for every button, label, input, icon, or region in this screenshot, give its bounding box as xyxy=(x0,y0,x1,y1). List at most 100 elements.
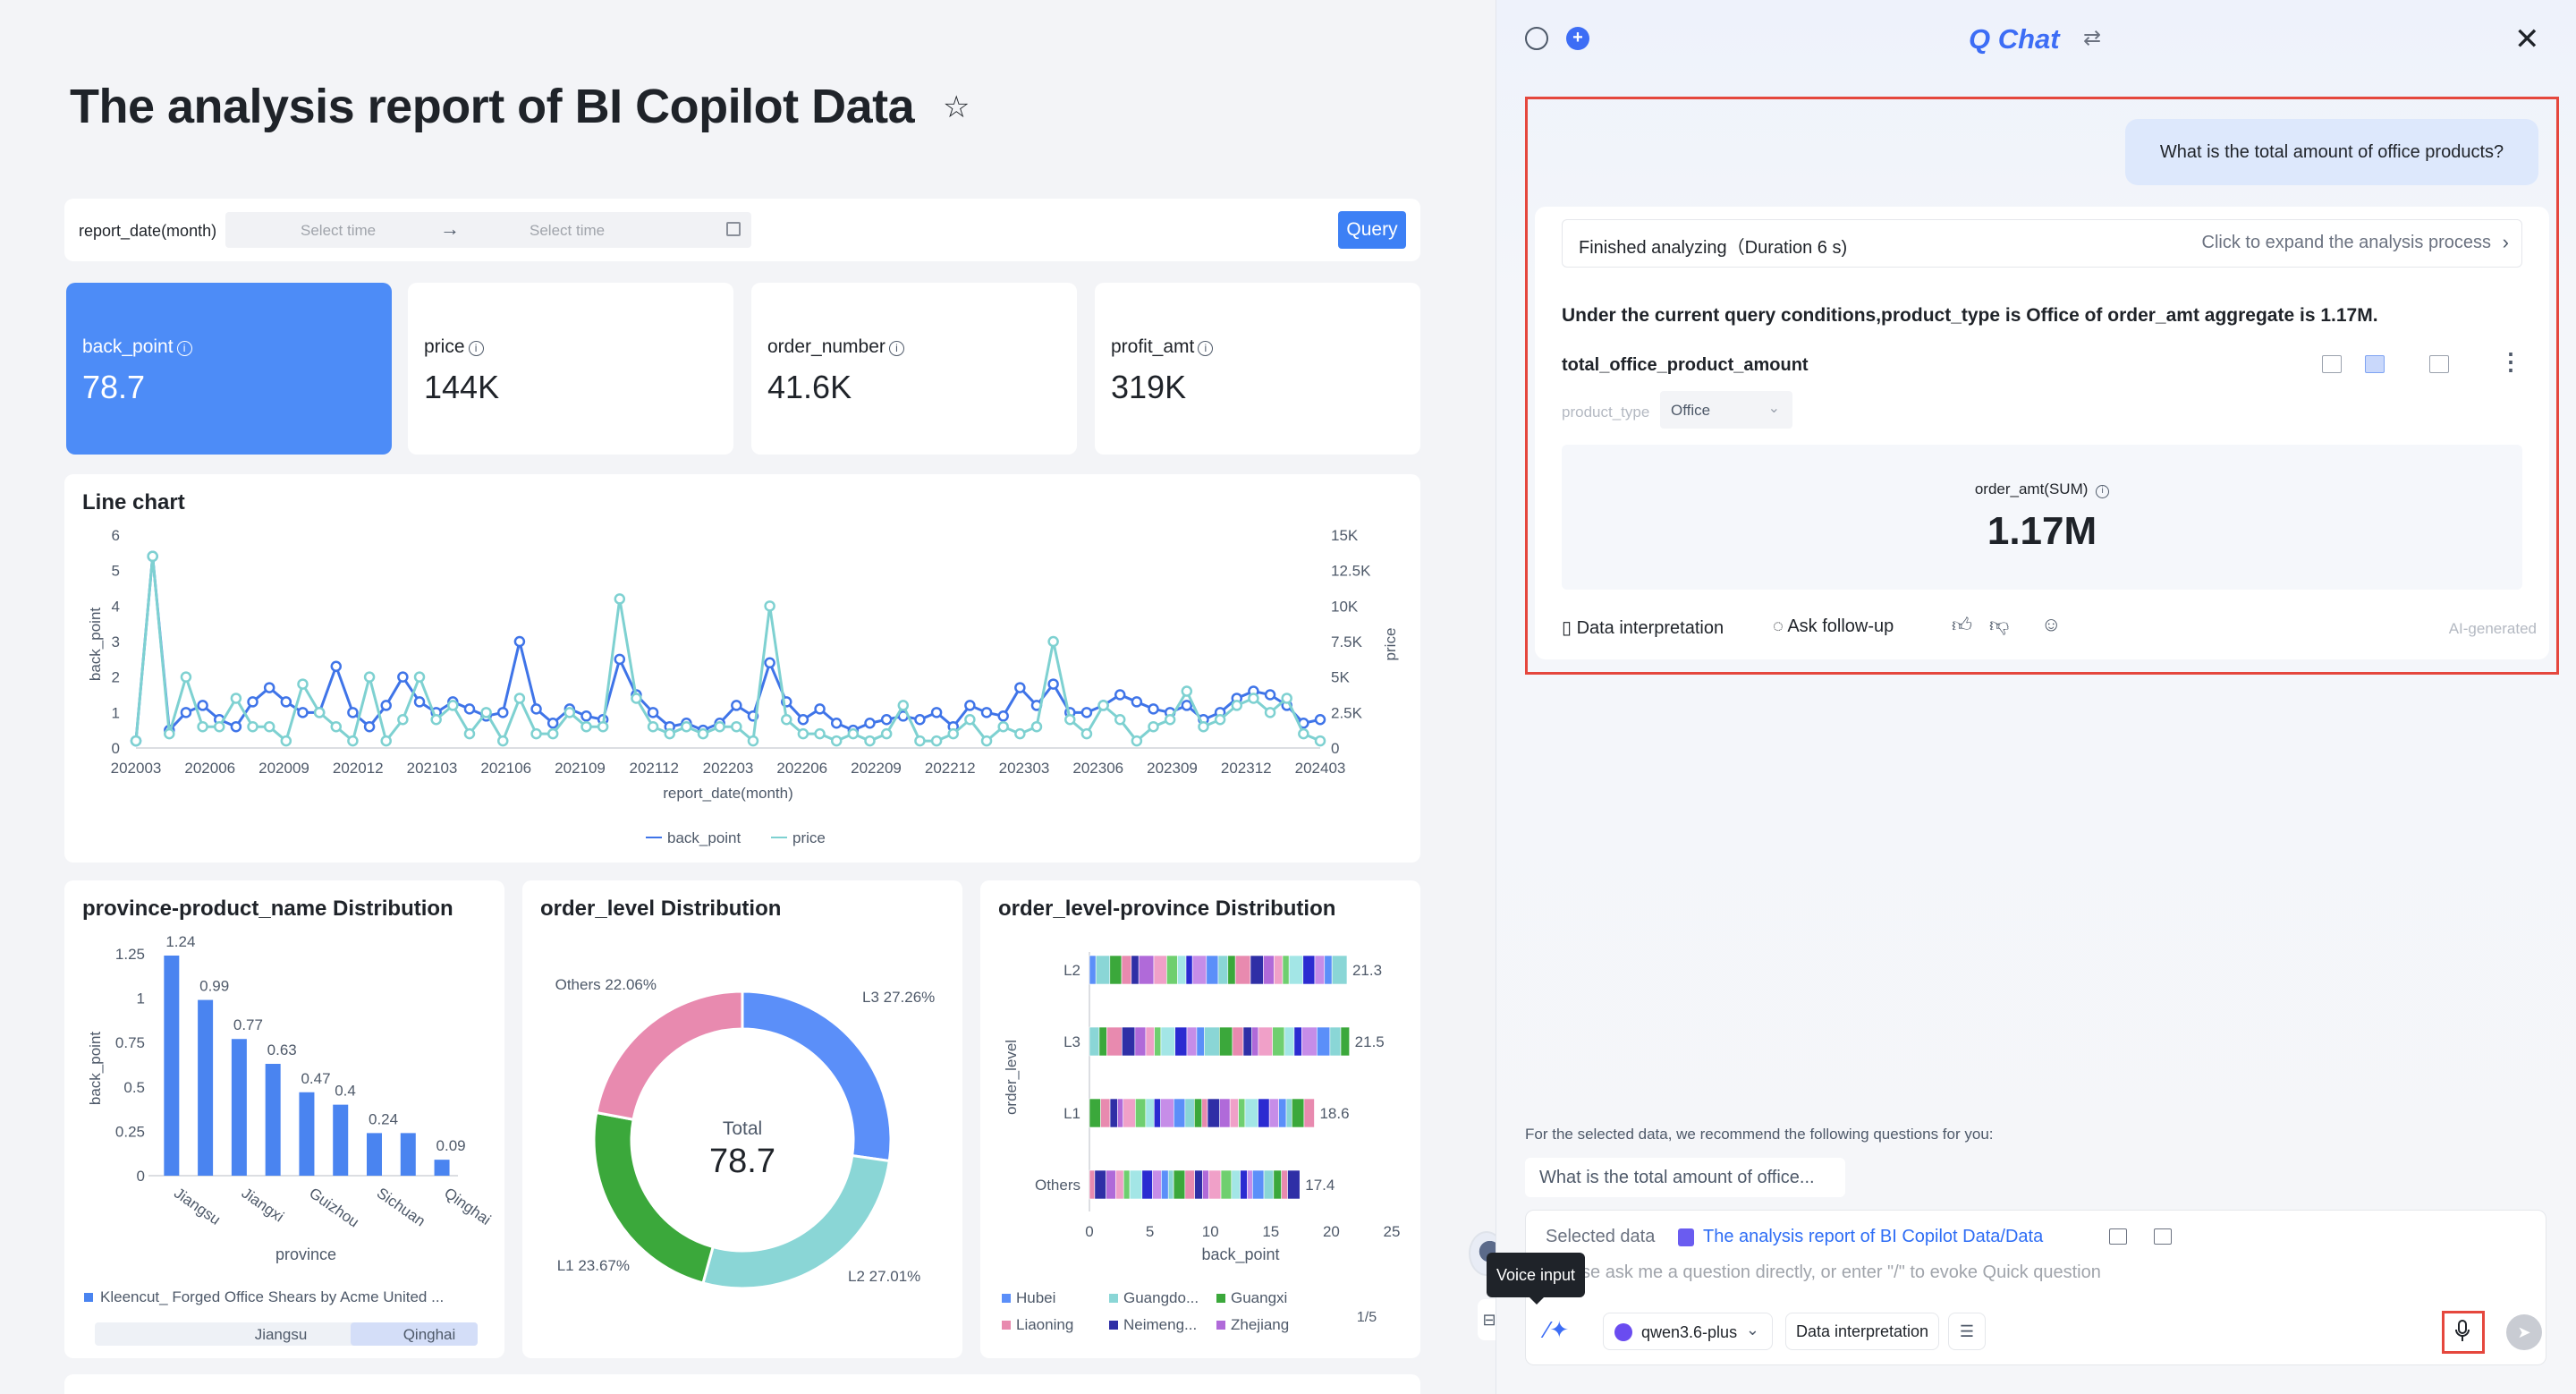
stack-segment xyxy=(1138,955,1155,985)
data-point xyxy=(647,720,659,733)
stack-segment xyxy=(1284,1026,1295,1057)
chat-input-box[interactable]: Selected data The analysis report of BI … xyxy=(1525,1210,2546,1365)
bar-chart[interactable]: 0 0.25 0.5 0.75 1 1.25 1.24 Jiangsu 0.99 0.77 Jian… xyxy=(64,880,504,1358)
data-point xyxy=(547,727,559,740)
kpi-card-profit-amt[interactable]: profit_amt i 319K xyxy=(1095,283,1420,455)
data-interpretation-button[interactable]: ▯ Data interpretation xyxy=(1562,616,1724,639)
data-point xyxy=(313,707,326,718)
data-point xyxy=(830,717,843,729)
stack-segment xyxy=(1160,1026,1175,1057)
history-icon[interactable] xyxy=(1525,27,1548,50)
data-point xyxy=(1181,685,1193,697)
x-tick-label: Jiangxi xyxy=(239,1185,287,1226)
data-point xyxy=(880,714,893,726)
dataset-icon[interactable] xyxy=(2109,1228,2127,1245)
close-icon[interactable]: ✕ xyxy=(2514,22,2540,56)
kpi-card-order-number[interactable]: order_number i 41.6K xyxy=(751,283,1077,455)
data-point xyxy=(597,720,609,733)
new-chat-icon[interactable]: + xyxy=(1566,27,1589,50)
smile-icon[interactable]: ☺ xyxy=(2041,613,2062,635)
x-tick-label: 202012 xyxy=(333,760,384,777)
stacked-bar-chart[interactable]: 0 5 10 15 20 25 back_point order_level L2 21.3 L3 2… xyxy=(980,880,1420,1358)
table-view-icon[interactable] xyxy=(2322,355,2342,373)
voice-input-tooltip: Voice input xyxy=(1487,1253,1585,1305)
chevron-down-icon: ⌄ xyxy=(1767,401,1780,416)
selected-data-link[interactable]: The analysis report of BI Copilot Data/D… xyxy=(1703,1227,2044,1246)
info-icon[interactable]: i xyxy=(2096,485,2110,498)
calendar-icon[interactable] xyxy=(726,222,741,236)
chart-view-icon[interactable] xyxy=(2365,355,2385,373)
y2-tick-label: 10K xyxy=(1331,598,1359,615)
data-label: 0.63 xyxy=(267,1041,297,1058)
ai-generated-tag: AI-generated xyxy=(2448,620,2537,637)
model-select[interactable]: qwen3.6-plus ⌄ xyxy=(1603,1313,1773,1350)
kpi-card-price[interactable]: price i 144K xyxy=(408,283,733,455)
sql-icon[interactable] xyxy=(2429,355,2449,373)
info-icon[interactable]: i xyxy=(1198,341,1214,356)
data-point xyxy=(930,735,943,747)
star-icon[interactable]: ☆ xyxy=(943,90,970,124)
stack-segment xyxy=(1314,955,1326,985)
stack-segment xyxy=(1219,1026,1233,1057)
donut-chart-card: order_level Distribution L3 27.26% L2 27.… xyxy=(522,880,962,1358)
y-tick-label: 2 xyxy=(112,669,120,686)
metric-box: order_amt(SUM) i 1.17M xyxy=(1562,445,2522,590)
data-point xyxy=(997,710,1009,722)
model-icon xyxy=(1614,1323,1632,1341)
stack-segment xyxy=(1258,1098,1270,1128)
stack-segment xyxy=(1123,1098,1136,1128)
data-point xyxy=(847,727,860,740)
query-button[interactable]: Query xyxy=(1338,211,1406,249)
info-icon[interactable]: i xyxy=(888,341,904,356)
data-interpretation-chip[interactable]: Data interpretation xyxy=(1785,1313,1939,1350)
start-date-input[interactable]: Select time xyxy=(301,222,377,239)
info-icon[interactable]: i xyxy=(176,341,192,356)
chart-title: order_level-province Distribution xyxy=(998,897,1336,921)
data-point xyxy=(497,707,509,718)
data-point xyxy=(1264,689,1276,701)
y-tick-label: 1 xyxy=(112,704,120,721)
y2-tick-label: 7.5K xyxy=(1331,633,1363,650)
more-icon[interactable]: ⋮ xyxy=(2499,348,2522,375)
stack-segment xyxy=(1153,955,1167,985)
expand-analysis-link[interactable]: Click to expand the analysis process xyxy=(2201,233,2492,252)
magic-wand-icon[interactable]: ⁄✦ xyxy=(1546,1316,1570,1343)
kpi-label: back_point i xyxy=(82,336,192,358)
pie-slice xyxy=(741,990,893,1163)
chat-input[interactable]: Please ask me a question directly, or en… xyxy=(1546,1262,2101,1282)
field-icon[interactable] xyxy=(2154,1228,2172,1245)
legend-label: Guangdo... xyxy=(1123,1289,1199,1306)
date-range-picker[interactable]: Select time → Select time xyxy=(225,212,751,248)
kpi-card-back-point[interactable]: back_point i 78.7 xyxy=(66,283,392,455)
end-date-input[interactable]: Select time xyxy=(530,222,606,239)
x-tick-label: 202106 xyxy=(480,760,531,777)
thumbs-up-icon[interactable]: 👍︎ xyxy=(1952,614,1972,636)
stack-segment xyxy=(1217,955,1229,985)
send-icon[interactable]: ➤ xyxy=(2506,1314,2542,1350)
stack-segment xyxy=(1089,1026,1100,1057)
line-chart[interactable]: 0 1 2 3 4 5 6 0 2.5K 5K 7.5K 10K 12.5K 15K 202003 20200… xyxy=(64,474,1420,863)
stack-segment xyxy=(1152,1169,1162,1200)
thumbs-down-icon[interactable]: 👎︎ xyxy=(1989,614,2010,636)
data-point xyxy=(213,720,225,733)
data-point xyxy=(1014,727,1026,740)
slice-label: L1 23.67% xyxy=(557,1257,630,1274)
info-icon[interactable]: i xyxy=(468,341,484,356)
data-point xyxy=(930,707,943,718)
stack-segment xyxy=(1089,1169,1096,1200)
list-icon[interactable]: ☰ xyxy=(1948,1313,1986,1350)
chevron-right-icon[interactable]: › xyxy=(2502,231,2509,253)
swap-icon[interactable]: ⇄ xyxy=(2083,26,2102,50)
analysis-status[interactable]: Finished analyzing（Duration 6 s) Click t… xyxy=(1562,219,2522,268)
x-tick-label: 202212 xyxy=(925,760,976,777)
x-tick-label: Guizhou xyxy=(306,1185,362,1231)
voice-input-button[interactable] xyxy=(2442,1311,2485,1354)
donut-chart[interactable]: L3 27.26% L2 27.01% L1 23.67% Others 22.06%… xyxy=(522,880,962,1358)
data-label: 0.4 xyxy=(335,1083,356,1100)
dimension-select[interactable]: Office ⌄ xyxy=(1660,391,1792,429)
ask-follow-up-button[interactable]: ◌ Ask follow-up xyxy=(1773,616,1894,637)
data-point xyxy=(764,657,775,669)
recommended-question[interactable]: What is the total amount of office... xyxy=(1525,1158,1845,1197)
microphone-icon xyxy=(2455,1320,2470,1341)
kpi-label: price i xyxy=(424,336,484,358)
